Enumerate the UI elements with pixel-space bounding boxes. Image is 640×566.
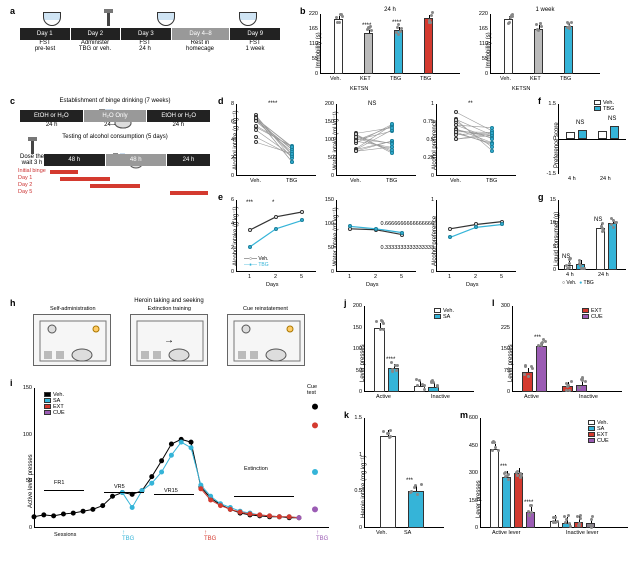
bar	[504, 19, 513, 74]
panel-j-label: j	[344, 298, 347, 308]
panel-f-label: f	[538, 96, 541, 106]
redbar	[50, 170, 78, 174]
c-box: EtOH or H₂O	[147, 110, 210, 122]
bar	[596, 228, 605, 270]
panel-h-label: h	[10, 298, 16, 308]
c-box2: 48 h	[106, 154, 167, 166]
bar	[534, 29, 543, 74]
panel-a-timeline: Day 1 Day 2 Day 3 Day 4–8 Day 9 FST pre-…	[20, 12, 280, 52]
bar	[424, 18, 433, 74]
panel-b-24h-chart: Immobility (s) 24 h 055110165220Veh.****…	[320, 14, 460, 74]
c-box2: 24 h	[167, 154, 210, 166]
c-sub: 24 h	[147, 122, 210, 128]
timeline-day: Day 3	[121, 28, 171, 40]
c-box: H₂O Only	[84, 110, 147, 122]
panel-h: Heroin taking and seeking Self-administr…	[24, 298, 314, 366]
panel-h-title: Heroin taking and seeking	[24, 298, 314, 304]
cage-icon	[33, 314, 111, 366]
cup-icon	[239, 12, 257, 26]
timeline-day: Day 2	[71, 28, 121, 40]
panel-a-label: a	[10, 6, 15, 16]
ylabel: Immobility (s)	[486, 32, 492, 68]
arrow-icon: →	[164, 335, 174, 346]
timeline-caption: FST 1 week	[230, 40, 280, 52]
cup-icon	[43, 12, 61, 26]
panel-d-chart: Water intake (ml kg⁻¹)050100150200NSVeh.…	[336, 104, 416, 176]
bar	[502, 477, 511, 528]
panel-j-chart: Lever presses 050100150200****ActiveInac…	[364, 306, 474, 392]
panel-l-chart: Lever presses 075150225300***ActiveInact…	[512, 306, 622, 392]
binge-row: Initial binge	[18, 168, 46, 175]
panel-m-label: m	[460, 410, 468, 420]
dose-label: Dose then wait 3 h	[20, 154, 44, 166]
chart-title: 1 week	[490, 7, 600, 13]
c-box2: 48 h	[44, 154, 105, 166]
redbar	[170, 191, 208, 195]
panel-c-title-top: Establishment of binge drinking (7 weeks…	[20, 98, 210, 104]
bar	[608, 223, 617, 270]
ylabel: Preference score	[554, 122, 560, 168]
panel-g-label: g	[538, 192, 544, 202]
bar	[380, 436, 396, 528]
panel-c: Establishment of binge drinking (7 weeks…	[20, 98, 210, 198]
stage-label: Cue reinstatement	[243, 306, 288, 312]
panel-e-chart: Alcohol preference00.33333333333333330.6…	[436, 200, 516, 272]
panel-b-1wk-chart: Immobility (s) 1 week 055110165220Veh.KE…	[490, 14, 600, 74]
bar	[490, 449, 499, 528]
stage-label: Self-administration	[50, 306, 96, 312]
bar	[408, 491, 424, 528]
syringe-icon	[107, 12, 110, 26]
cup-icon	[157, 12, 175, 26]
bar	[334, 19, 343, 74]
redbar	[60, 177, 110, 181]
panel-g-chart: Liquid consumed (g) 051015NSNS4 h24 h○ V…	[558, 200, 626, 270]
redbar	[90, 184, 140, 188]
panel-i-label: i	[10, 378, 13, 388]
panel-e-chart: Alcohol intake (g kg⁻¹)0246****125Days—○…	[236, 200, 316, 272]
timeline-day: Day 4–8	[172, 28, 230, 40]
bar	[564, 26, 573, 74]
ylabel: Heroin intake (mg kg⁻¹)	[360, 455, 367, 518]
timeline-caption: FST 24 h	[120, 40, 170, 52]
panel-l-label: l	[492, 298, 495, 308]
panel-k-chart: Heroin intake (mg kg⁻¹) 00.511.5Veh.***S…	[364, 418, 444, 528]
binge-row: Day 5	[18, 189, 46, 196]
panel-c-label: c	[10, 96, 15, 106]
panel-k-label: k	[344, 410, 349, 420]
timeline-caption: Administer TBG or veh.	[70, 40, 120, 52]
timeline-day: Day 1	[20, 28, 70, 40]
ylabel: Immobility (s)	[316, 32, 322, 68]
panel-e-chart: Water intake (ml kg⁻¹)050100150125Days	[336, 200, 416, 272]
panel-d-label: d	[218, 96, 224, 106]
cage-icon	[227, 314, 305, 366]
bar	[536, 346, 547, 392]
binge-row: Day 1	[18, 175, 46, 182]
timeline-day: Day 9	[230, 28, 280, 40]
bar	[394, 30, 403, 74]
panel-e-label: e	[218, 192, 223, 202]
c-box: EtOH or H₂O	[20, 110, 83, 122]
bar	[514, 473, 523, 528]
panel-i-chart: Active lever presses 050100150FR1VR5VR15…	[34, 388, 329, 528]
binge-row: Day 2	[18, 182, 46, 189]
bar	[374, 328, 385, 393]
panel-b-label: b	[300, 6, 306, 16]
panel-m-chart: Lever presses 0150300450600*******Active…	[480, 418, 628, 528]
spacer	[198, 12, 216, 26]
syringe-icon	[31, 140, 34, 154]
panel-d-chart: Alcohol intake (g kg⁻¹)02468****Veh.TBG	[236, 104, 316, 176]
panel-f-chart: Preference score -1.501.5NSNS4 h24 hVeh.…	[558, 104, 626, 174]
timeline-caption: FST pre-test	[20, 40, 70, 52]
stage-label: Extinction training	[148, 306, 191, 312]
bar	[364, 33, 373, 74]
c-sub: 24 h	[20, 122, 83, 128]
panel-d-chart: Alcohol preference00.250.50.751**Veh.TBG	[436, 104, 516, 176]
timeline-caption: Rest in homecage	[170, 40, 230, 52]
